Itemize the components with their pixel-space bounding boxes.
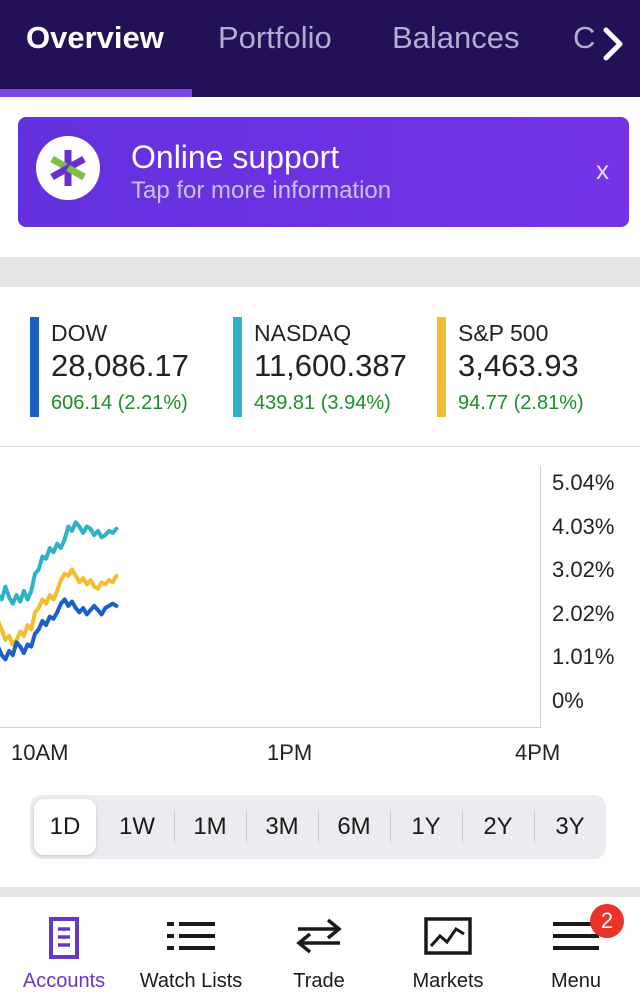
- chevron-right-icon[interactable]: [598, 24, 628, 64]
- banner-subtitle: Tap for more information: [131, 177, 392, 204]
- close-banner-button[interactable]: x: [596, 155, 609, 185]
- index-nasdaq[interactable]: NASDAQ 11,600.387 439.81 (3.94%): [233, 317, 428, 417]
- menu-notification-badge: 2: [590, 904, 624, 938]
- intraday-chart[interactable]: [0, 466, 541, 728]
- series-line-dow: [0, 597, 119, 662]
- index-name: DOW: [51, 320, 108, 346]
- range-separator: [390, 811, 391, 843]
- index-sp500[interactable]: S&P 500 3,463.93 94.77 (2.81%): [437, 317, 627, 417]
- tab-overview[interactable]: Overview: [26, 20, 164, 55]
- nav-menu[interactable]: Menu: [512, 900, 640, 997]
- tab-balances[interactable]: Balances: [392, 20, 520, 55]
- index-change: 439.81 (3.94%): [254, 392, 391, 414]
- y-tick-label: 1.01%: [552, 644, 615, 669]
- nav-label: Markets: [412, 970, 484, 992]
- x-tick-label: 4PM: [515, 740, 561, 765]
- index-value: 11,600.387: [254, 348, 407, 383]
- index-name: S&P 500: [458, 320, 549, 346]
- range-1m[interactable]: 1M: [193, 813, 227, 840]
- list-icon: [167, 922, 215, 950]
- y-tick-label: 2.02%: [552, 601, 615, 626]
- section-divider: [0, 257, 640, 287]
- range-1y[interactable]: 1Y: [411, 813, 441, 840]
- nav-watch-lists[interactable]: Watch Lists: [127, 900, 255, 997]
- range-separator: [318, 811, 319, 843]
- chart-icon: [424, 917, 472, 955]
- nav-trade[interactable]: Trade: [255, 900, 383, 997]
- nav-label: Menu: [550, 970, 602, 992]
- index-color-bar: [30, 317, 39, 417]
- index-value: 3,463.93: [458, 348, 579, 383]
- range-separator: [246, 811, 247, 843]
- x-tick-label: 1PM: [267, 740, 313, 765]
- index-color-bar: [233, 317, 242, 417]
- nav-label: Trade: [293, 970, 345, 992]
- range-3y[interactable]: 3Y: [555, 813, 585, 840]
- range-1d[interactable]: 1D: [34, 799, 96, 855]
- range-selector: 1D 1W 1M 3M 6M 1Y 2Y 3Y: [30, 795, 606, 859]
- range-separator: [534, 811, 535, 843]
- range-separator: [174, 811, 175, 843]
- y-tick-label: 4.03%: [552, 514, 615, 539]
- section-rule: [0, 446, 640, 447]
- index-dow[interactable]: DOW 28,086.17 606.14 (2.21%): [30, 317, 220, 417]
- tab-partial[interactable]: C: [573, 20, 596, 55]
- range-separator: [462, 811, 463, 843]
- nav-label: Accounts: [22, 970, 106, 992]
- range-6m[interactable]: 6M: [337, 813, 371, 840]
- document-icon: [49, 917, 79, 959]
- tab-portfolio[interactable]: Portfolio: [218, 20, 332, 55]
- section-divider: [0, 887, 640, 897]
- index-color-bar: [437, 317, 446, 417]
- nav-markets[interactable]: Markets: [384, 900, 512, 997]
- y-tick-label: 0%: [552, 688, 584, 713]
- tab-strip: Overview Portfolio Balances C: [0, 0, 596, 97]
- swap-arrows-icon: [296, 918, 342, 954]
- nav-label: Watch Lists: [139, 970, 243, 992]
- hamburger-icon: [553, 922, 599, 950]
- online-support-banner[interactable]: Online support Tap for more information …: [18, 117, 629, 227]
- index-change: 94.77 (2.81%): [458, 392, 584, 414]
- index-change: 606.14 (2.21%): [51, 392, 188, 414]
- series-line-nasdaq: [0, 520, 119, 606]
- etrade-logo-icon: [36, 136, 100, 200]
- nav-accounts[interactable]: Accounts: [0, 900, 128, 997]
- range-3m[interactable]: 3M: [265, 813, 299, 840]
- range-2y[interactable]: 2Y: [483, 813, 513, 840]
- range-1w[interactable]: 1W: [119, 813, 155, 840]
- x-tick-label: 10AM: [11, 740, 69, 765]
- series-line-s-p-500: [0, 567, 119, 647]
- top-tab-bar: Overview Portfolio Balances C: [0, 0, 640, 97]
- y-tick-label: 5.04%: [552, 470, 615, 495]
- banner-title: Online support: [131, 139, 340, 175]
- index-name: NASDAQ: [254, 320, 352, 346]
- active-tab-indicator: [0, 89, 192, 97]
- index-value: 28,086.17: [51, 348, 189, 383]
- chart-frame: [0, 466, 541, 728]
- y-tick-label: 3.02%: [552, 557, 615, 582]
